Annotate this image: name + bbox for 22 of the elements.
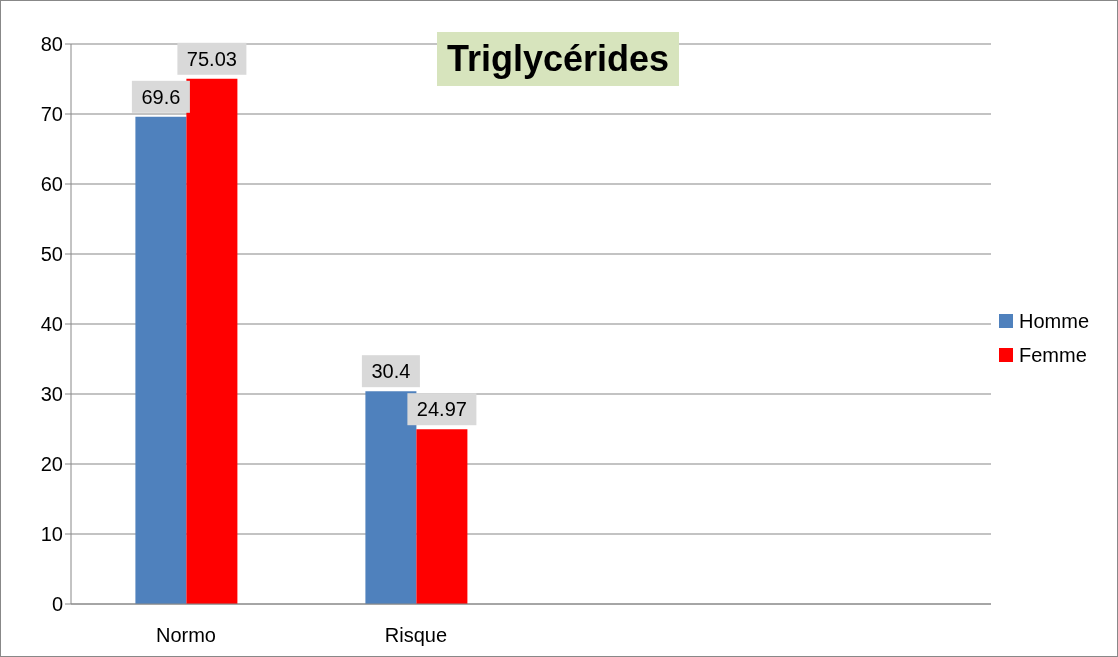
y-tick-label: 30 (40, 383, 63, 406)
y-tick-label: 10 (40, 523, 63, 546)
chart-title: Triglycérides (437, 32, 680, 86)
data-label: 24.97 (416, 398, 467, 421)
x-tick-label: Risque (384, 624, 448, 647)
y-tick-label: 70 (40, 103, 63, 126)
y-tick-label: 20 (40, 453, 63, 476)
y-tick-label: 80 (40, 33, 63, 56)
y-tick-label: 0 (51, 593, 63, 616)
data-label: 75.03 (186, 47, 237, 70)
y-tick-label: 40 (40, 313, 63, 336)
bar (135, 116, 187, 604)
y-tick-label: 50 (40, 243, 63, 266)
x-tick-label: Normo (155, 624, 217, 647)
legend-label: Femme (1019, 343, 1087, 367)
bar (365, 391, 417, 604)
legend-label: Homme (1019, 309, 1090, 333)
data-label: 69.6 (141, 85, 181, 108)
y-tick-label: 60 (40, 173, 63, 196)
bar (416, 429, 468, 604)
data-label: 30.4 (371, 360, 411, 383)
bar (186, 78, 238, 604)
